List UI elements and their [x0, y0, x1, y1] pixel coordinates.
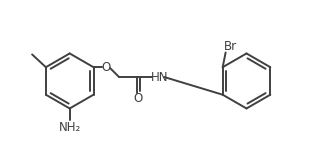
Text: NH₂: NH₂	[59, 121, 81, 134]
Text: Br: Br	[224, 40, 237, 53]
Text: O: O	[102, 61, 111, 74]
Text: O: O	[133, 92, 143, 105]
Text: HN: HN	[150, 70, 168, 84]
